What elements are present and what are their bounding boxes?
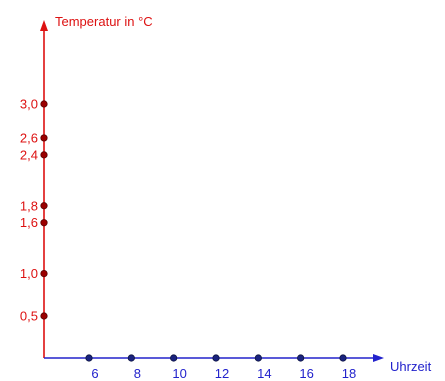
y-tick-point-4 [40,151,48,159]
x-tick-point-3 [212,354,220,362]
y-tick-point-6 [40,100,48,108]
y-axis-arrow [40,20,48,31]
x-tick-label-5: 16 [299,366,313,381]
y-tick-label-2: 1,6 [20,215,38,230]
x-axis-title: Uhrzeit [390,359,432,374]
x-tick-point-2 [170,354,178,362]
y-axis-title: Temperatur in °C [55,14,153,29]
y-tick-point-1 [40,269,48,278]
y-tick-group: 0,5 1,0 1,6 1,8 2,4 2,6 3,0 [20,97,48,324]
x-tick-point-5 [297,354,305,362]
y-tick-label-6: 3,0 [20,97,38,112]
y-tick-label-0: 0,5 [20,309,38,324]
x-tick-label-4: 14 [257,366,271,381]
x-axis-arrow [373,354,384,362]
y-tick-point-3 [40,202,48,210]
x-tick-label-2: 10 [172,366,186,381]
y-tick-label-1: 1,0 [20,266,38,281]
x-tick-point-4 [254,354,262,362]
x-tick-label-6: 18 [342,366,356,381]
y-tick-label-4: 2,4 [20,147,38,162]
axes [40,20,384,362]
y-tick-point-5 [40,134,48,142]
x-tick-point-1 [127,354,135,362]
x-tick-point-0 [85,354,93,362]
x-tick-group: 6 8 10 12 14 16 18 [85,354,356,381]
x-tick-label-0: 6 [91,366,98,381]
y-tick-label-3: 1,8 [20,198,38,213]
x-tick-point-6 [339,354,347,362]
x-tick-label-3: 12 [215,366,229,381]
y-tick-point-2 [40,219,48,227]
y-tick-label-5: 2,6 [20,130,38,145]
x-tick-label-1: 8 [134,366,141,381]
y-tick-point-0 [40,312,48,320]
